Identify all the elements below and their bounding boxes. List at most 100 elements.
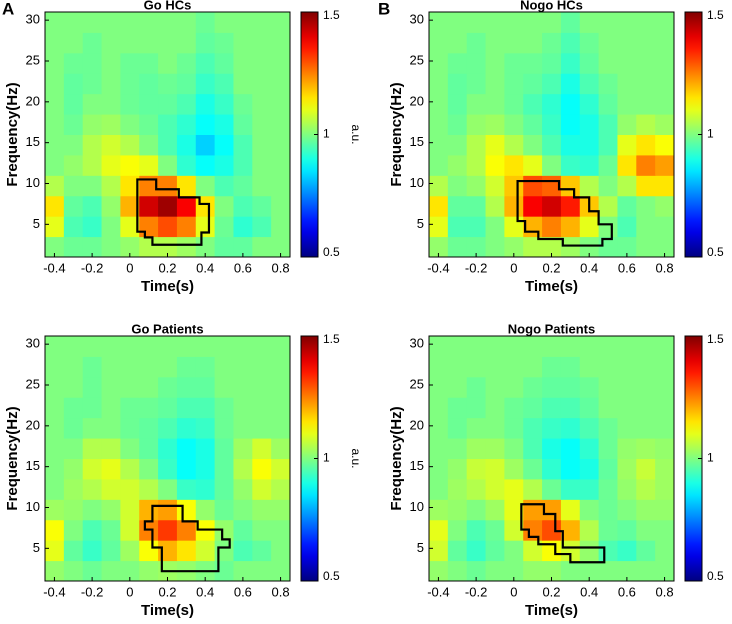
heat-cell [271, 154, 290, 176]
heat-cell [447, 154, 468, 176]
heat-cell [252, 560, 272, 581]
y-tick-label: 30 [410, 336, 424, 351]
heat-cell [523, 417, 543, 439]
cluster-contour [143, 504, 231, 573]
heat-cell [176, 12, 197, 33]
heat-cell [504, 216, 524, 238]
heat-cell [63, 478, 84, 500]
heat-cell [271, 499, 290, 521]
heat-cell [598, 32, 618, 54]
y-tick-label: 15 [410, 458, 424, 473]
x-tick-label: 0.2 [542, 260, 560, 275]
heat-cell [447, 175, 468, 197]
heat-cell [617, 93, 637, 115]
heat-cell [120, 336, 140, 357]
heat-cell [214, 52, 234, 74]
heat-cell [523, 478, 543, 500]
heat-cell [195, 154, 216, 176]
colorbar-label: a.u. [349, 448, 363, 468]
x-tick-label: -0.2 [465, 584, 487, 599]
heat-cell [598, 114, 618, 135]
heat-cell [579, 417, 600, 439]
heat-cell [504, 175, 524, 197]
heat-cell [466, 32, 487, 54]
heat-cell [139, 438, 159, 459]
heat-cell [598, 134, 618, 156]
heat-cell [195, 73, 216, 95]
heat-cell [252, 540, 272, 562]
heat-cell [82, 93, 103, 115]
heat-cell [504, 236, 524, 257]
heat-cell [45, 356, 65, 378]
heat-cell [82, 356, 103, 378]
y-tick-label: 30 [26, 12, 40, 27]
heat-cell [233, 376, 253, 398]
heat-cell [120, 417, 140, 439]
x-tick-label: 0.6 [618, 260, 636, 275]
heat-cell [271, 519, 290, 541]
heat-cell [579, 356, 600, 378]
heat-cell [598, 175, 618, 197]
heat-cell [252, 417, 272, 439]
heat-cell [523, 560, 543, 581]
heat-cell [560, 499, 581, 521]
heat-cell [504, 93, 524, 115]
heat-cell [82, 114, 103, 135]
heat-cell [120, 438, 140, 459]
heat-cell [158, 356, 178, 378]
heat-cell [655, 12, 674, 33]
heat-cell [617, 175, 637, 197]
heat-cell [82, 52, 103, 74]
heat-cell [214, 458, 234, 480]
heat-cell [139, 458, 159, 480]
heat-cell [560, 175, 581, 197]
heat-cell [214, 134, 234, 156]
heat-cell [447, 376, 468, 398]
heatmap [429, 12, 674, 257]
heat-cell [636, 236, 656, 257]
heat-cell [542, 114, 562, 135]
heat-cell [447, 540, 468, 562]
heat-cell [101, 560, 121, 581]
heat-cell [447, 560, 468, 581]
y-axis-label: Frequency(Hz) [4, 406, 21, 510]
heat-cell [214, 356, 234, 378]
heat-cell [195, 336, 216, 357]
heat-cell [636, 438, 656, 459]
heat-cell [271, 478, 290, 500]
heat-cell [598, 154, 618, 176]
x-tick-label: 0 [510, 260, 517, 275]
heat-cell [579, 478, 600, 500]
heat-cell [655, 438, 674, 459]
heat-cell [617, 73, 637, 95]
heat-cell [82, 154, 103, 176]
heat-cell [271, 12, 290, 33]
heat-cell [466, 195, 487, 217]
heat-cell [523, 458, 543, 480]
heat-cell [82, 336, 103, 357]
heat-cell [214, 236, 234, 257]
heat-cell [45, 478, 65, 500]
heat-cell [617, 560, 637, 581]
heat-cell [82, 216, 103, 238]
heat-cell [485, 376, 505, 398]
cluster-contour [516, 179, 613, 247]
heat-cell [598, 397, 618, 419]
heat-cell [466, 336, 487, 357]
heat-cell [655, 52, 674, 74]
y-tick-label: 15 [410, 134, 424, 149]
heat-cell [252, 93, 272, 115]
heat-cell [271, 93, 290, 115]
heat-cell [45, 216, 65, 238]
heat-cell [560, 236, 581, 257]
heat-cell [139, 397, 159, 419]
cluster-contour [520, 503, 606, 564]
heat-cell [617, 216, 637, 238]
heat-cell [139, 356, 159, 378]
x-tick-label: 0 [510, 584, 517, 599]
x-tick-label: -0.2 [465, 260, 487, 275]
heat-cell [252, 12, 272, 33]
y-tick-label: 5 [417, 540, 424, 555]
heat-cell [101, 458, 121, 480]
heat-cell [233, 397, 253, 419]
